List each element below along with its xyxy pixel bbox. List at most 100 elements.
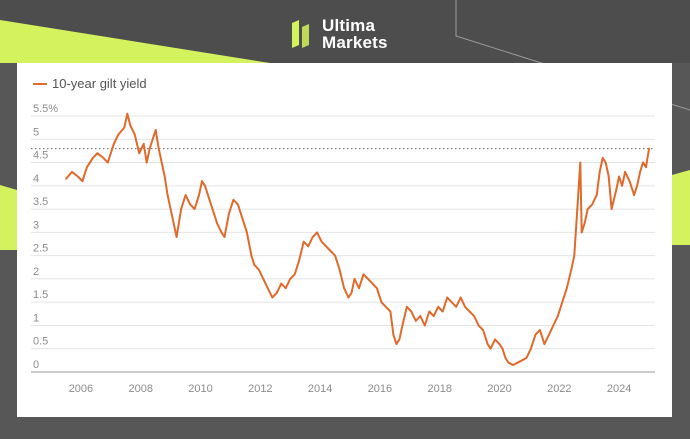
data-point xyxy=(320,240,323,243)
data-point xyxy=(241,217,244,220)
y-tick-label: 2.5 xyxy=(33,243,48,255)
data-point xyxy=(512,364,514,366)
data-point xyxy=(648,147,650,150)
data-point xyxy=(316,231,319,234)
y-tick-label: 5 xyxy=(33,126,39,138)
data-point xyxy=(441,310,444,313)
data-point xyxy=(633,194,635,197)
data-point xyxy=(367,278,369,280)
data-point xyxy=(501,347,504,350)
y-tick-label: 2 xyxy=(33,266,39,278)
data-point xyxy=(201,180,203,183)
data-point xyxy=(347,296,350,299)
data-point xyxy=(561,301,564,304)
data-point xyxy=(547,333,550,336)
data-point xyxy=(482,329,484,332)
y-tick-label: 4.5 xyxy=(33,150,48,162)
data-point xyxy=(595,194,598,197)
y-tick-label: 3.5 xyxy=(33,196,48,208)
x-tick-label: 2014 xyxy=(308,383,332,395)
y-tick-label: 0 xyxy=(33,359,39,371)
data-point xyxy=(464,305,467,308)
accent-side-right xyxy=(672,170,690,245)
data-point xyxy=(71,170,73,173)
data-point xyxy=(494,338,496,341)
data-point xyxy=(516,361,519,364)
y-tick-label: 1 xyxy=(33,312,39,324)
line-chart: 0 0.5 1 1.5 2 2.5 3 3.5 4 4.5 5 5.5% 2006 2008 2010 201… xyxy=(31,103,655,395)
data-point xyxy=(459,296,462,299)
y-tick-label: 3 xyxy=(33,219,39,231)
data-point xyxy=(102,156,105,159)
data-point xyxy=(504,357,507,359)
data-point xyxy=(395,343,398,345)
y-tick-label: 1.5 xyxy=(33,289,48,301)
data-point xyxy=(392,333,395,336)
data-point xyxy=(133,133,136,136)
data-point xyxy=(398,338,401,341)
data-point xyxy=(334,254,336,257)
data-point xyxy=(604,161,607,164)
data-point xyxy=(117,133,120,136)
data-point xyxy=(338,268,341,271)
data-point xyxy=(371,282,374,285)
data-point xyxy=(213,212,215,215)
data-point xyxy=(163,175,166,178)
data-point xyxy=(573,254,576,257)
data-point xyxy=(77,175,79,178)
data-point xyxy=(142,143,145,145)
data-point xyxy=(180,208,183,210)
data-point xyxy=(193,208,196,210)
data-point xyxy=(350,291,353,294)
x-tick-label: 2020 xyxy=(487,383,511,395)
data-point xyxy=(198,194,200,197)
data-point xyxy=(580,231,583,234)
data-point xyxy=(329,250,332,252)
data-point xyxy=(280,282,283,285)
data-point xyxy=(271,296,274,299)
data-point xyxy=(405,305,408,308)
data-point xyxy=(228,212,230,215)
data-point xyxy=(583,222,586,224)
data-point xyxy=(385,305,387,308)
data-point xyxy=(257,268,260,271)
data-point xyxy=(145,161,148,164)
data-point xyxy=(362,273,365,276)
data-point xyxy=(552,324,555,327)
data-point xyxy=(423,324,426,327)
brand-logo: Ultima Markets xyxy=(292,14,388,54)
data-point xyxy=(380,301,383,304)
data-point xyxy=(311,236,314,238)
series-line-gilt-yield xyxy=(65,112,650,366)
data-point xyxy=(204,184,206,187)
data-point xyxy=(489,347,492,350)
data-point xyxy=(91,156,94,159)
data-point xyxy=(618,175,621,178)
data-point xyxy=(343,287,345,290)
data-point xyxy=(237,203,239,206)
data-point xyxy=(253,264,256,266)
data-point xyxy=(525,357,528,359)
y-tick-label: 5.5% xyxy=(33,103,58,115)
data-point xyxy=(521,359,523,362)
legend: 10-year gilt yield xyxy=(33,76,147,91)
data-point xyxy=(220,231,223,234)
data-point xyxy=(446,296,449,299)
x-tick-label: 2024 xyxy=(607,383,631,395)
data-point xyxy=(262,278,265,280)
data-point xyxy=(507,361,510,364)
data-point xyxy=(216,222,218,224)
data-point xyxy=(293,273,296,276)
data-point xyxy=(307,245,310,248)
ultima-markets-logo-icon xyxy=(292,17,314,51)
data-point xyxy=(432,315,435,318)
x-tick-label: 2016 xyxy=(368,383,392,395)
data-point xyxy=(184,194,187,197)
data-point xyxy=(601,156,604,159)
data-point xyxy=(486,343,489,345)
data-point xyxy=(325,245,328,248)
legend-swatch xyxy=(33,82,47,85)
data-point xyxy=(624,170,627,173)
data-point xyxy=(106,161,109,164)
